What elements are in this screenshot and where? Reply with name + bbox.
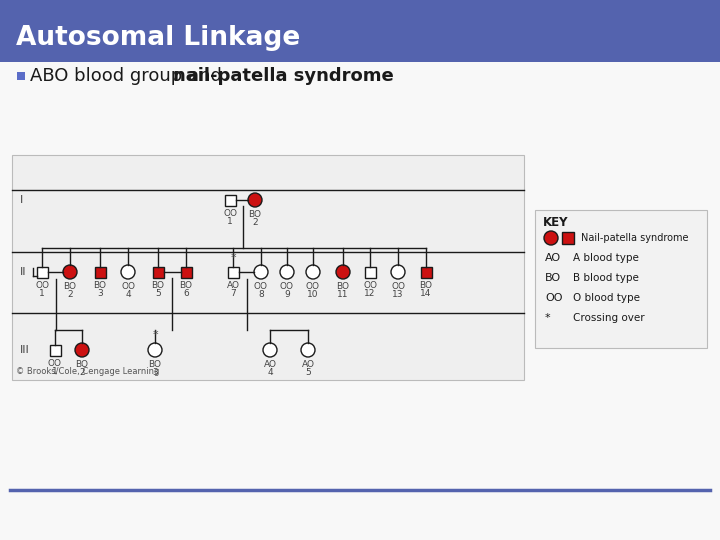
Text: AO: AO [545,253,561,263]
Text: *: * [230,253,236,264]
Text: AO: AO [227,280,240,289]
Text: OO: OO [280,282,294,291]
Text: OO: OO [306,282,320,291]
Circle shape [544,231,558,245]
Text: BO: BO [248,210,261,219]
Circle shape [263,343,277,357]
Text: III: III [20,345,30,355]
Text: 1: 1 [52,367,58,375]
Text: BO: BO [148,360,161,369]
Text: BO: BO [151,280,164,289]
Bar [12,155,524,380]
Text: A blood type: A blood type [573,253,639,263]
Text: BO: BO [420,280,433,289]
Text: OO: OO [121,282,135,291]
Bar [37,267,48,278]
Text: *: * [545,313,551,323]
Text: 12: 12 [364,288,376,298]
Text: 13: 13 [392,290,404,299]
Bar [94,267,106,278]
Text: 1: 1 [227,217,233,226]
Text: BO: BO [336,282,349,291]
Text: 6: 6 [183,288,189,298]
Circle shape [336,265,350,279]
Text: BO: BO [545,273,561,283]
Text: OO: OO [363,280,377,289]
Text: BO: BO [94,280,107,289]
Text: 5: 5 [305,368,311,377]
Text: B blood type: B blood type [573,273,639,283]
Circle shape [306,265,320,279]
Text: 9: 9 [284,290,290,299]
Text: OO: OO [545,293,562,303]
Text: nail-patella syndrome: nail-patella syndrome [173,67,394,85]
Bar [420,267,431,278]
Bar [0,0,720,62]
Text: OO: OO [48,359,62,368]
Text: O blood type: O blood type [573,293,640,303]
Circle shape [254,265,268,279]
Text: 7: 7 [230,288,236,298]
Text: 10: 10 [307,290,319,299]
Text: © Brooks/Cole, Cengage Learning: © Brooks/Cole, Cengage Learning [16,367,159,376]
Text: 4: 4 [267,368,273,377]
Bar [181,267,192,278]
Text: OO: OO [391,282,405,291]
Text: ABO blood group and: ABO blood group and [30,67,228,85]
Circle shape [248,193,262,207]
Bar [228,267,238,278]
Text: KEY: KEY [543,215,569,228]
Circle shape [75,343,89,357]
Text: *: * [152,330,158,340]
Circle shape [301,343,315,357]
Text: OO: OO [223,208,237,218]
Text: 2: 2 [79,368,85,377]
Text: 2: 2 [67,290,73,299]
Text: I: I [20,195,23,205]
Circle shape [148,343,162,357]
Text: OO: OO [35,280,49,289]
Text: II: II [20,267,27,277]
Bar [50,345,60,355]
Text: 11: 11 [337,290,348,299]
Bar [17,72,25,80]
Text: Nail-patella syndrome: Nail-patella syndrome [581,233,688,243]
Text: 1: 1 [39,288,45,298]
Text: 2: 2 [252,218,258,227]
Text: 3: 3 [97,288,103,298]
Text: 4: 4 [125,290,131,299]
Bar [225,194,235,206]
Bar [562,232,574,244]
Text: BO: BO [63,282,76,291]
Circle shape [121,265,135,279]
Bar [364,267,376,278]
Circle shape [280,265,294,279]
Text: 8: 8 [258,290,264,299]
Circle shape [391,265,405,279]
Text: 3: 3 [152,368,158,377]
Text: 5: 5 [155,288,161,298]
Text: BO: BO [179,280,192,289]
Text: 14: 14 [420,288,432,298]
Text: Crossing over: Crossing over [573,313,644,323]
Text: BO: BO [76,360,89,369]
Bar [153,267,163,278]
Text: Autosomal Linkage: Autosomal Linkage [16,25,300,51]
Text: OO: OO [254,282,268,291]
Text: AO: AO [302,360,315,369]
Bar [535,210,707,348]
Circle shape [63,265,77,279]
Text: AO: AO [264,360,276,369]
